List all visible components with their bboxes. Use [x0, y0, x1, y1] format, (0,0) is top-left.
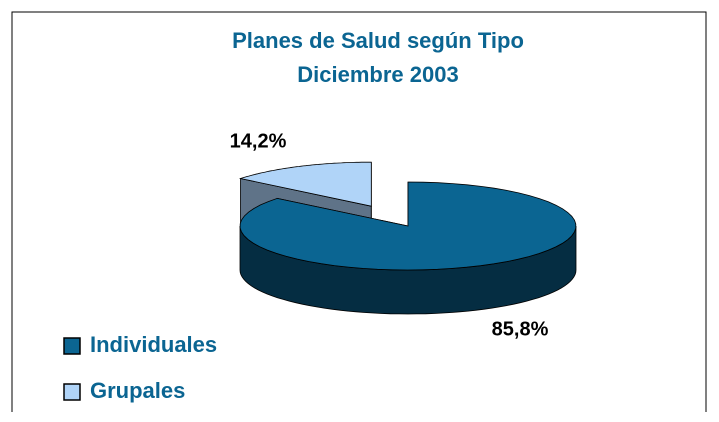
data-label: 85,8%	[492, 318, 549, 340]
slice	[238, 161, 372, 207]
legend-label: Individuales	[90, 332, 217, 357]
chart-frame	[11, 11, 707, 412]
chart-subtitle: Diciembre 2003	[297, 62, 458, 87]
legend-swatch	[63, 383, 81, 401]
legend-label: Grupales	[90, 378, 185, 403]
legend-swatch	[63, 337, 81, 355]
slice	[239, 181, 577, 271]
chart-title: Planes de Salud según Tipo	[232, 28, 524, 53]
data-label: 14,2%	[230, 130, 287, 152]
